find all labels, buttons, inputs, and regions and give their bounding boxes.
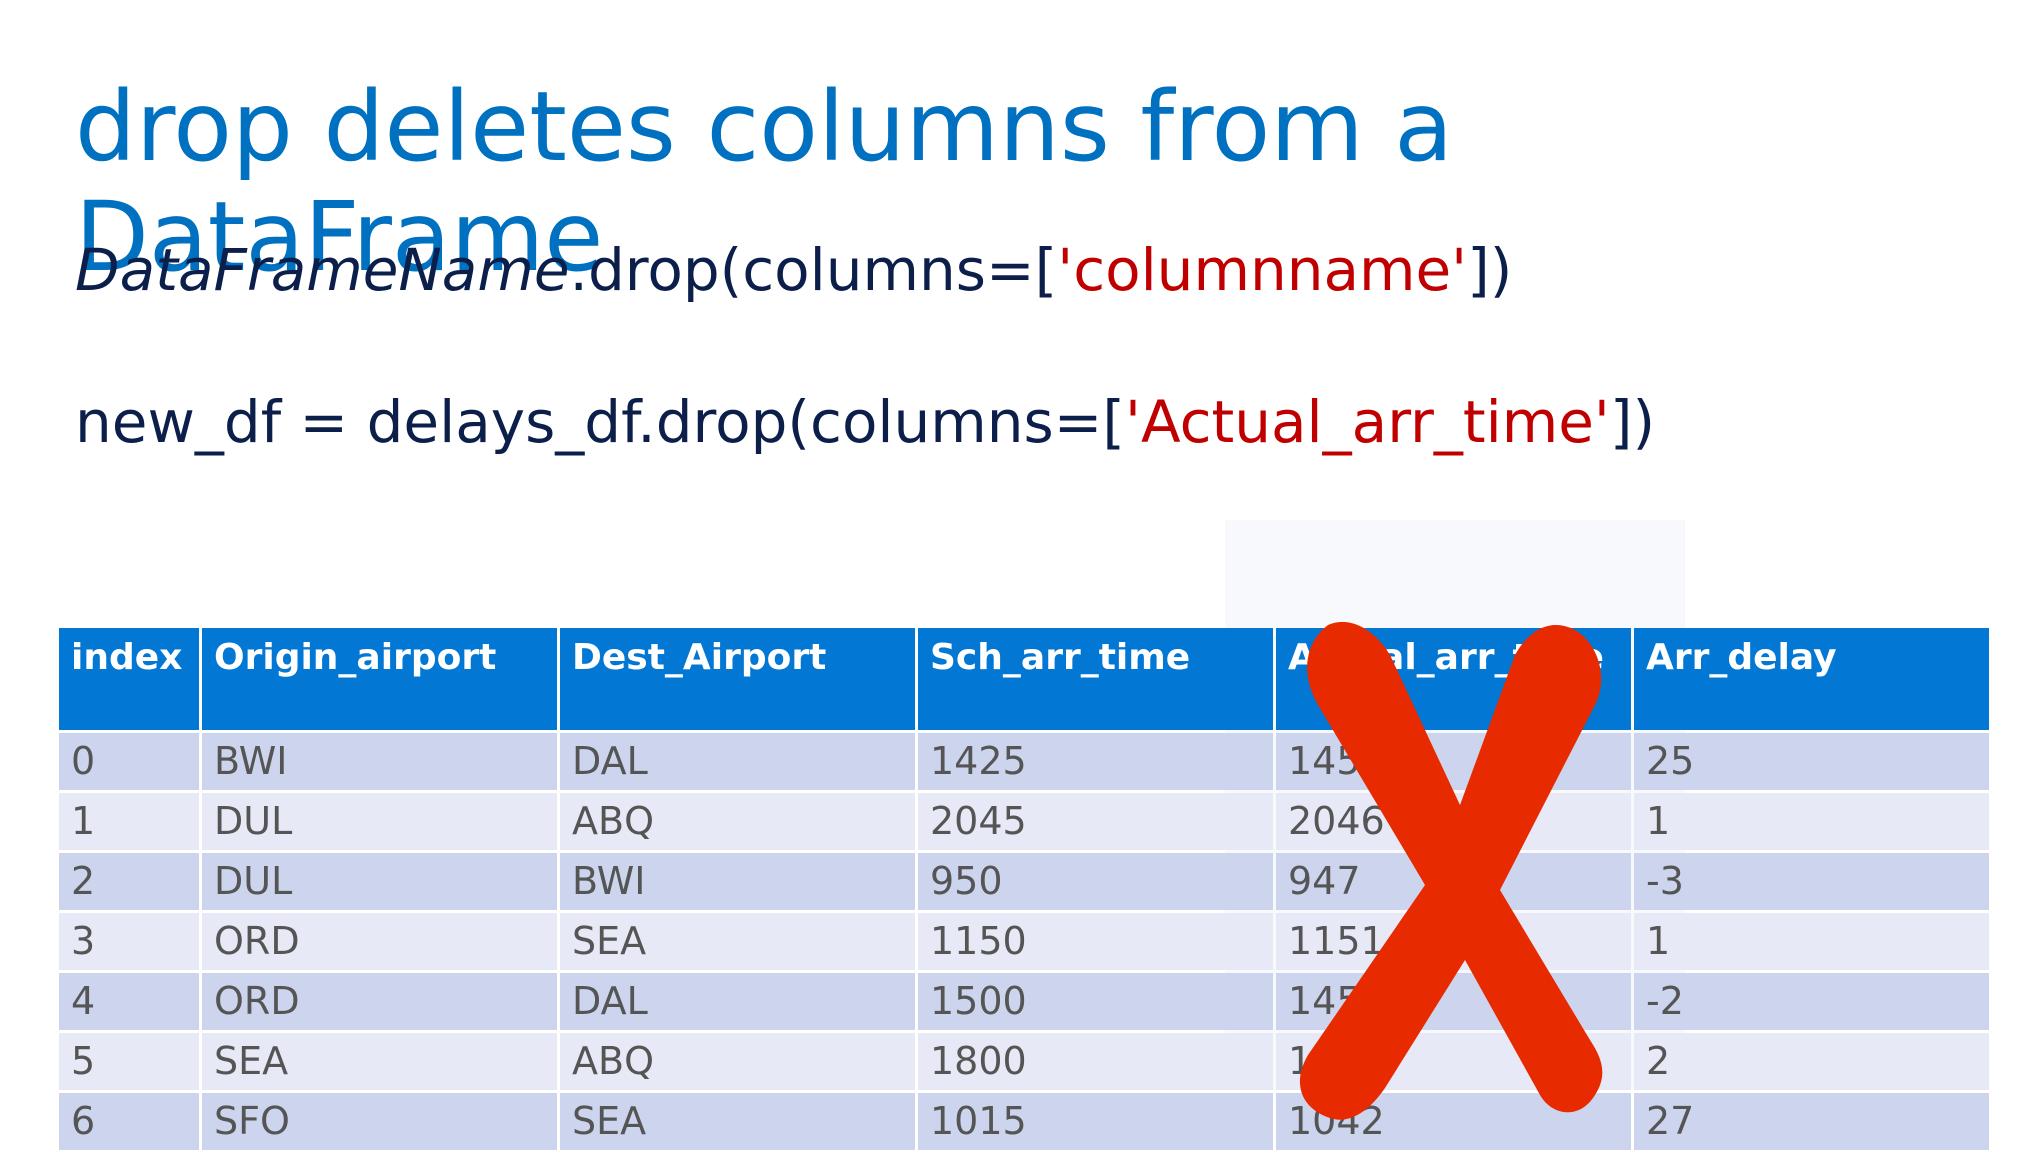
code-string-literal: 'columnname'	[1057, 236, 1468, 304]
table-cell: 950	[918, 853, 1273, 910]
dataframe-table: index Origin_airport Dest_Airport Sch_ar…	[56, 625, 1992, 1153]
table-cell: -2	[1634, 973, 1989, 1030]
code-syntax-line: DataFrameName.drop(columns=['columnname'…	[75, 236, 1512, 304]
table-cell: 1015	[918, 1093, 1273, 1150]
table-cell: SFO	[202, 1093, 557, 1150]
table-cell: SEA	[560, 913, 915, 970]
table-header-row: index Origin_airport Dest_Airport Sch_ar…	[59, 628, 1989, 730]
table-cell: 1800	[918, 1033, 1273, 1090]
table-cell: SEA	[202, 1033, 557, 1090]
table-cell: 1	[1634, 913, 1989, 970]
table-cell: DUL	[202, 793, 557, 850]
table-cell: 5	[59, 1033, 199, 1090]
column-header: Sch_arr_time	[918, 628, 1273, 730]
table-cell: ORD	[202, 913, 557, 970]
column-header: Origin_airport	[202, 628, 557, 730]
code-string-literal: 'Actual_arr_time'	[1125, 388, 1610, 456]
table-row: 6 SFO SEA 1015 1042 27	[59, 1093, 1989, 1150]
code-object-name: DataFrameName	[75, 236, 570, 304]
table-row: 1 DUL ABQ 2045 2046 1	[59, 793, 1989, 850]
table-cell: 1150	[918, 913, 1273, 970]
column-header: index	[59, 628, 199, 730]
table-row: 0 BWI DAL 1425 1450 25	[59, 733, 1989, 790]
table-cell: 3	[59, 913, 199, 970]
table-row: 2 DUL BWI 950 947 -3	[59, 853, 1989, 910]
table-cell: ORD	[202, 973, 557, 1030]
table-cell: ABQ	[560, 1033, 915, 1090]
table-cell: BWI	[560, 853, 915, 910]
table-cell: DAL	[560, 733, 915, 790]
table-cell: 6	[59, 1093, 199, 1150]
table-cell: 4	[59, 973, 199, 1030]
table-cell: 1425	[918, 733, 1273, 790]
table-row: 5 SEA ABQ 1800 1802 2	[59, 1033, 1989, 1090]
column-header: Dest_Airport	[560, 628, 915, 730]
table-cell: ABQ	[560, 793, 915, 850]
table-cell: 2	[59, 853, 199, 910]
table-cell: 2045	[918, 793, 1273, 850]
table-cell: 0	[59, 733, 199, 790]
table-cell: 1500	[918, 973, 1273, 1030]
table-row: 3 ORD SEA 1150 1151 1	[59, 913, 1989, 970]
table-cell: BWI	[202, 733, 557, 790]
table-cell: -3	[1634, 853, 1989, 910]
table-cell: 25	[1634, 733, 1989, 790]
table-cell: SEA	[560, 1093, 915, 1150]
code-close: ])	[1467, 236, 1513, 304]
red-x-cross-icon	[1299, 621, 1603, 1120]
table-cell: DUL	[202, 853, 557, 910]
code-method: .drop(columns=[	[569, 236, 1058, 304]
table-cell: DAL	[560, 973, 915, 1030]
table-cell: 27	[1634, 1093, 1989, 1150]
code-close: ])	[1609, 388, 1656, 456]
table-cell: 1	[1634, 793, 1989, 850]
column-header: Arr_delay	[1634, 628, 1989, 730]
code-prefix: new_df = delays_df.drop(columns=[	[75, 388, 1126, 456]
code-example-line: new_df = delays_df.drop(columns=['Actual…	[75, 388, 1655, 456]
table-row: 4 ORD DAL 1500 1458 -2	[59, 973, 1989, 1030]
table-cell: 2	[1634, 1033, 1989, 1090]
slide-title: drop deletes columns from a DataFrame	[75, 71, 1454, 293]
table-cell: 1	[59, 793, 199, 850]
